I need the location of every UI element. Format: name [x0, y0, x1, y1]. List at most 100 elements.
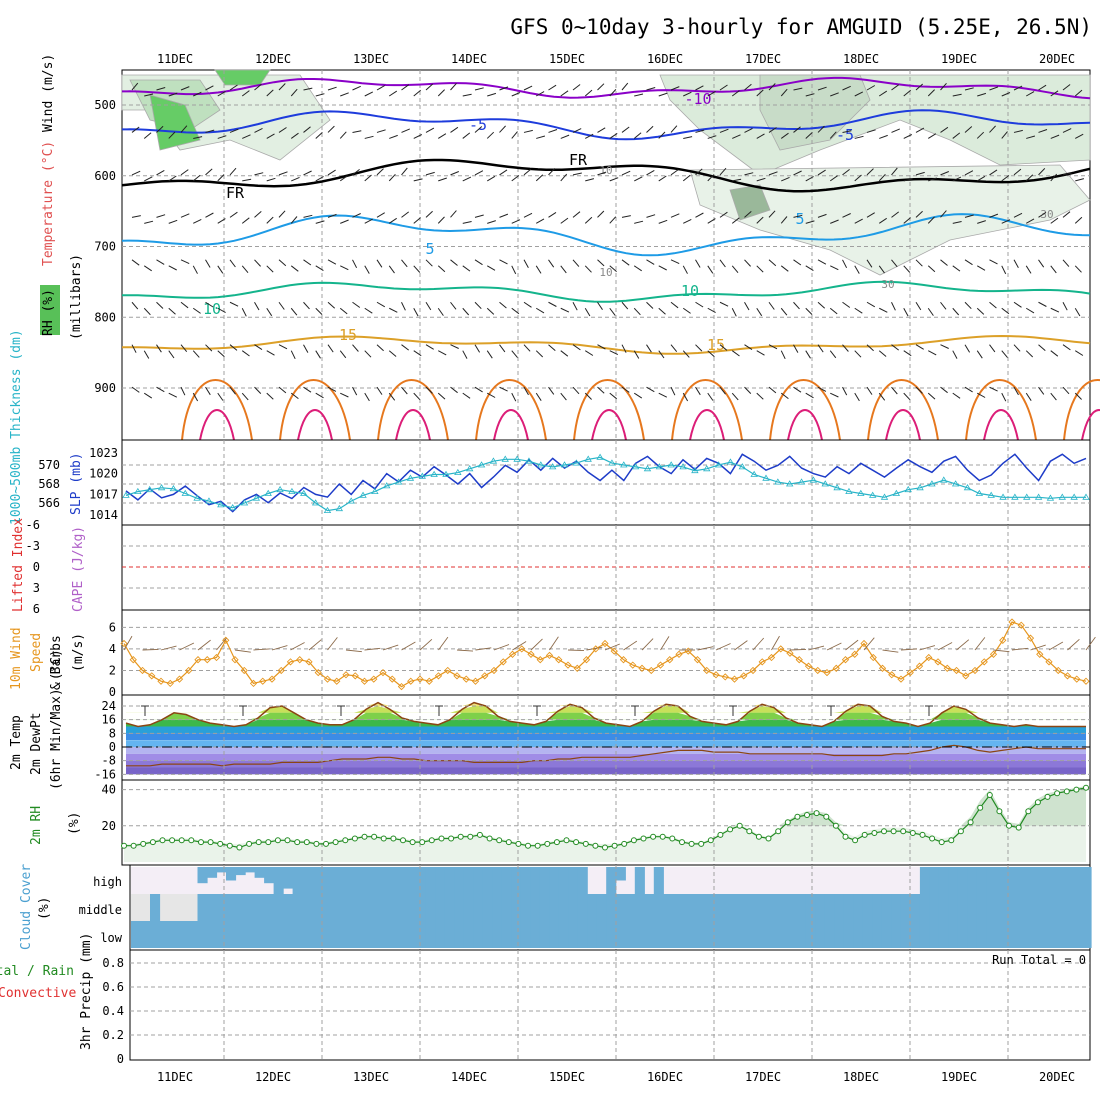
- surface-wind-barb: [752, 637, 765, 651]
- wind-speed-marker: [425, 677, 433, 685]
- wind-speed-marker: [166, 679, 174, 688]
- rh-marker: [688, 840, 695, 847]
- surface-wind-barb: [345, 649, 362, 653]
- upper-ylabel-temp: Temperature (°C): [41, 141, 56, 266]
- cloud-cell: [397, 894, 408, 921]
- cloud-cell: [710, 921, 721, 948]
- upper-wind-barb: [695, 212, 704, 218]
- cloud-cell: [615, 921, 626, 948]
- upper-wind-barb: [805, 176, 814, 182]
- upper-wind-barb: [695, 259, 701, 268]
- upper-wind-barb: [572, 211, 581, 218]
- bottom-date-label: 17DEC: [745, 1070, 781, 1084]
- upper-wind-barb: [793, 386, 802, 393]
- upper-wind-barb: [144, 220, 154, 224]
- upper-wind-barb: [744, 83, 752, 91]
- top-date-label: 13DEC: [353, 52, 389, 66]
- upper-wind-barb: [817, 86, 827, 91]
- upper-wind-barb: [878, 265, 885, 274]
- upper-wind-barb: [376, 259, 383, 268]
- upper-wind-barb: [658, 307, 666, 315]
- upper-wind-barb: [352, 259, 358, 269]
- isotherm-20-arch: [965, 379, 1037, 441]
- rh-marker: [630, 837, 637, 844]
- upper-wind-barb: [621, 301, 629, 310]
- upper-wind-barb: [780, 307, 788, 316]
- contour-label: FR: [569, 151, 588, 169]
- thickness-marker: [134, 487, 142, 494]
- top-date-label: 19DEC: [941, 52, 977, 66]
- cloud-cell: [539, 867, 550, 894]
- bottom-date-label: 11DEC: [157, 1070, 193, 1084]
- upper-wind-barb: [964, 214, 974, 218]
- cloud-cell: [834, 894, 845, 921]
- upper-wind-barb: [193, 91, 202, 97]
- surface-wind-barb: [641, 638, 654, 651]
- upper-wind-barb: [413, 178, 423, 182]
- thickness-marker: [821, 480, 829, 487]
- wind-speed-marker: [1017, 621, 1025, 629]
- upper-wind-barb: [842, 85, 851, 91]
- surface-wind-barb: [438, 636, 449, 651]
- temp-ylabel-3: (6hr Min/Max) (°C): [49, 649, 64, 790]
- cloud-cell: [919, 894, 930, 921]
- thickness-ylabel: 1000~500mb Thickness (dm): [9, 329, 24, 525]
- thickness-marker: [359, 491, 367, 498]
- rh-marker: [255, 839, 262, 846]
- upper-wind-barb: [780, 392, 789, 399]
- wind-speed-marker: [962, 672, 970, 680]
- upper-wind-barb: [1025, 307, 1035, 314]
- rh-marker: [496, 837, 503, 844]
- rh-marker: [525, 842, 531, 849]
- upper-wind-barb: [940, 259, 948, 266]
- upper-wind-barb: [609, 350, 619, 356]
- upper-wind-barb: [401, 259, 408, 268]
- upper-wind-barb: [1074, 392, 1082, 400]
- cloud-cell: [235, 894, 246, 921]
- wind-speed-marker: [971, 666, 979, 675]
- cloud-cell: [843, 894, 854, 921]
- upper-wind-barb: [670, 86, 680, 91]
- upper-wind-barb: [487, 92, 497, 97]
- upper-wind-barb: [523, 129, 533, 133]
- upper-wind-barb: [1038, 168, 1046, 176]
- upper-wind-barb: [499, 169, 508, 176]
- temp-band-fill: [126, 733, 1086, 741]
- upper-wind-barb: [768, 83, 776, 91]
- cloud-cell: [568, 921, 579, 948]
- upper-wind-barb: [1050, 217, 1059, 224]
- contour-label: 5: [795, 210, 804, 228]
- upper-wind-barb: [854, 218, 863, 224]
- cloud-cell: [701, 921, 712, 948]
- upper-wind-barb: [180, 125, 188, 133]
- upper-wind-barb: [499, 259, 508, 265]
- wind-speed-line: [123, 621, 1087, 688]
- upper-wind-barb: [376, 85, 386, 91]
- upper-wind-barb: [327, 259, 337, 265]
- rh-marker: [775, 828, 782, 835]
- cloud-cell: [444, 894, 455, 921]
- upper-wind-barb: [450, 210, 457, 218]
- rh-marker: [746, 828, 753, 835]
- upper-wind-barb: [339, 350, 347, 359]
- upper-wind-barb: [830, 92, 839, 97]
- cloud-cell: [805, 894, 816, 921]
- thickness-marker: [548, 463, 557, 470]
- upper-wind-barb: [168, 219, 178, 224]
- upper-wind-barb: [1038, 129, 1048, 133]
- rh-marker: [438, 835, 445, 842]
- upper-wind-barb: [621, 215, 631, 218]
- isotherm-25-arch: [983, 409, 1019, 441]
- cloud-cell: [473, 894, 484, 921]
- bottom-date-label: 15DEC: [549, 1070, 585, 1084]
- upper-wind-barb: [695, 386, 701, 396]
- rh-marker: [159, 837, 166, 844]
- upper-wind-barb: [842, 344, 849, 352]
- cloud-cell: [520, 867, 531, 894]
- thickness-marker: [596, 453, 604, 460]
- cloud-cell: [530, 921, 541, 948]
- cloud-cell: [1005, 867, 1016, 894]
- upper-wind-barb: [1013, 344, 1021, 352]
- thickness-marker: [975, 489, 984, 496]
- cloud-cell: [150, 921, 161, 948]
